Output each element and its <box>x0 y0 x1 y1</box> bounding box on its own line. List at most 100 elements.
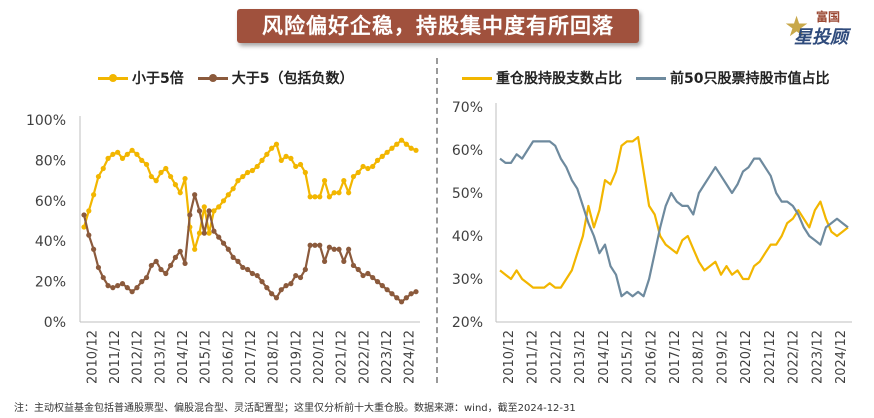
data-point <box>119 155 126 161</box>
data-point <box>134 285 140 291</box>
data-point <box>240 264 246 271</box>
data-point <box>115 283 121 289</box>
data-point <box>172 182 179 188</box>
data-point <box>384 287 390 293</box>
data-point <box>278 287 284 293</box>
data-point <box>139 157 145 163</box>
data-point <box>206 230 212 236</box>
x-tick-label: 2012/12 <box>131 330 146 384</box>
x-tick-label: 2017/12 <box>244 330 259 384</box>
data-point <box>244 169 251 176</box>
data-point <box>129 289 135 295</box>
data-point <box>177 248 183 254</box>
data-point <box>413 147 419 153</box>
data-point <box>259 279 265 285</box>
x-tick-label: 2022/12 <box>357 330 372 384</box>
data-point <box>91 246 97 252</box>
data-point <box>365 165 371 172</box>
data-point <box>249 270 256 277</box>
data-point <box>321 258 328 264</box>
data-point <box>220 240 227 246</box>
data-point <box>158 169 164 176</box>
data-point <box>389 145 395 151</box>
x-tick-label: 2024/12 <box>834 330 849 384</box>
data-point <box>341 258 347 264</box>
data-point <box>350 173 357 180</box>
data-point <box>269 291 275 297</box>
x-tick-label: 2015/12 <box>199 330 214 384</box>
data-point <box>110 285 116 291</box>
data-point <box>143 161 150 168</box>
data-point <box>244 266 251 273</box>
x-tick-label: 2019/12 <box>289 330 304 384</box>
chart-title-banner: 风险偏好企稳，持股集中度有所回落 <box>237 9 639 43</box>
data-point <box>408 145 414 151</box>
data-point <box>336 246 342 252</box>
data-point <box>312 242 318 248</box>
data-point <box>95 173 102 180</box>
y-tick-label: 80% <box>35 153 66 169</box>
x-tick-label: 2020/12 <box>739 330 754 384</box>
data-point <box>374 157 381 163</box>
legend-label: 重仓股持股支数占比 <box>496 71 622 87</box>
data-point <box>182 260 188 267</box>
data-point <box>374 279 381 285</box>
data-point <box>216 204 222 210</box>
data-point <box>331 190 337 196</box>
data-point <box>86 208 92 214</box>
data-point <box>172 254 179 260</box>
y-tick-label: 70% <box>452 100 483 116</box>
x-tick-label: 2012/12 <box>549 330 564 384</box>
data-point <box>346 190 352 196</box>
data-point <box>321 178 328 184</box>
data-point <box>312 194 318 200</box>
data-point <box>389 291 395 297</box>
x-tick-label: 2021/12 <box>763 330 778 384</box>
x-tick-label: 2018/12 <box>692 330 707 384</box>
data-point <box>158 266 164 273</box>
data-point <box>379 283 385 289</box>
data-point <box>201 230 207 236</box>
data-point <box>105 155 111 161</box>
data-point <box>293 163 299 170</box>
x-tick-label: 2014/12 <box>597 330 612 384</box>
data-point <box>360 163 366 170</box>
data-point <box>153 178 159 184</box>
logo-main-text: 星投顾 <box>794 27 848 48</box>
y-tick-label: 0% <box>44 315 66 331</box>
series-line-1 <box>499 136 849 289</box>
data-point <box>398 137 405 143</box>
data-point <box>288 281 294 287</box>
x-tick-label: 2016/12 <box>221 330 236 384</box>
series-line-2 <box>82 193 417 303</box>
data-point <box>317 194 323 200</box>
data-point <box>307 194 313 200</box>
data-point <box>240 173 246 180</box>
data-point <box>360 272 366 279</box>
data-point <box>105 283 111 289</box>
legend-marker-icon <box>98 71 128 85</box>
data-point <box>235 178 241 184</box>
data-point <box>168 262 174 269</box>
data-point <box>297 274 304 281</box>
data-point <box>206 208 212 214</box>
data-point <box>91 192 97 198</box>
data-point <box>365 270 371 277</box>
data-point <box>350 262 357 269</box>
footnote: 注：主动权益基金包括普通股票型、偏股混合型、灵活配置型；这里仅分析前十大重仓股。… <box>14 403 576 414</box>
data-point <box>259 157 265 163</box>
series-line-2 <box>499 140 849 298</box>
data-point <box>302 266 308 273</box>
data-point <box>326 194 332 200</box>
legend-line-icon <box>462 71 492 85</box>
data-point <box>134 151 140 157</box>
data-point <box>81 224 87 230</box>
data-point <box>168 173 174 180</box>
legend-item-series-2: 大于5（包括负数） <box>197 68 354 88</box>
data-point <box>230 254 236 260</box>
data-point <box>139 279 145 285</box>
data-point <box>269 145 275 151</box>
chart-panel-1: 0% 20% 40% 60% 80% 100% 2010/12 2011/12 2012/12 2… <box>26 113 420 384</box>
data-point <box>370 163 376 170</box>
data-point <box>187 212 193 218</box>
